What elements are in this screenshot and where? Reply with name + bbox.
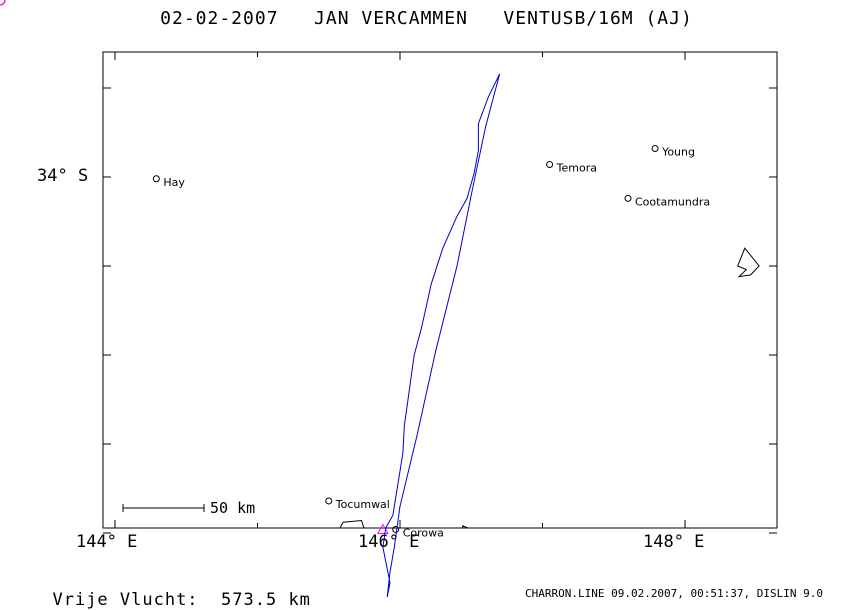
scale-bar (122, 504, 205, 512)
turnpoint-marker-3 (0, 0, 6, 6)
towns: Hay Temora Young Cootamundra Tocumwal Corowa (152, 145, 710, 539)
town-label-hay: Hay (163, 176, 185, 189)
town-label-cootamundra: Cootamundra (635, 195, 710, 208)
footer-credit: CHARRON.LINE 09.02.2007, 00:51:37, DISLI… (524, 587, 823, 600)
town-marker-temora (546, 161, 554, 169)
town-label-young: Young (661, 146, 695, 159)
town-marker-tocumwal (325, 497, 333, 505)
task-route (0, 0, 389, 534)
flight-distance-label: Vrije Vlucht: (52, 590, 199, 610)
water-lake-mulwala (339, 519, 365, 528)
map-title: 02-02-2007 JAN VERCAMMEN VENTUSB/16M (AJ… (160, 8, 693, 29)
x-tick-label-144: 144° E (76, 532, 138, 552)
water-lake-hume (462, 525, 470, 528)
town-marker-young (651, 145, 659, 153)
map-frame (102, 51, 778, 534)
town-marker-hay (152, 175, 160, 183)
water-canberra-lakes (810, 61, 820, 84)
water-burrinjuck (737, 247, 760, 278)
town-marker-corowa (392, 525, 400, 533)
town-marker-cootamundra (624, 194, 632, 202)
flight-distance-value: 573.5 km (221, 590, 311, 610)
y-tick-label-34s: 34° S (37, 166, 89, 186)
map-border (102, 51, 778, 529)
water-bodies (339, 61, 820, 528)
scale-bar-label: 50 km (210, 499, 256, 517)
flight-track (382, 73, 501, 598)
x-tick-label-148: 148° E (643, 532, 705, 552)
x-tick-label-146: 146° E (358, 532, 420, 552)
track-line (382, 73, 501, 598)
town-label-tocumwal: Tocumwal (335, 498, 390, 511)
town-label-corowa: Corowa (403, 526, 444, 539)
flight-distance: Vrije Vlucht: 573.5 km (30, 570, 311, 610)
town-label-temora: Temora (556, 162, 597, 175)
